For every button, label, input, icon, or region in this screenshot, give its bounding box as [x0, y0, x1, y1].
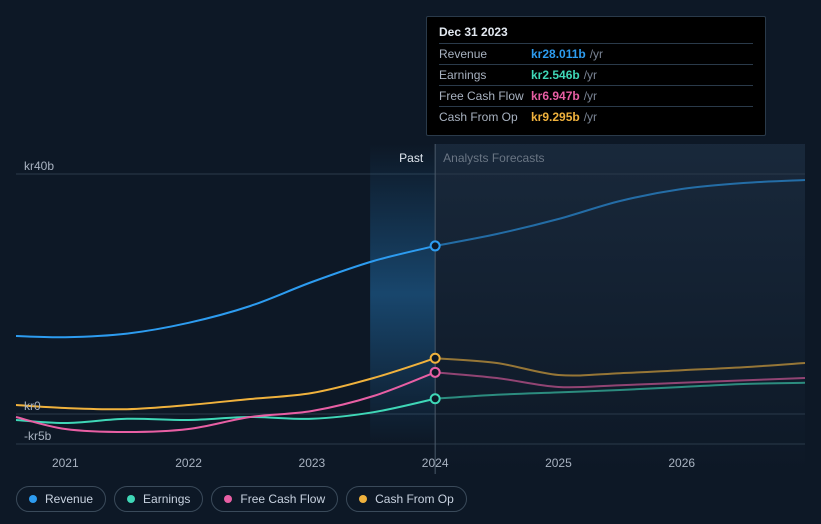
tooltip-row-unit: /yr [584, 89, 597, 103]
legend-dot-icon [224, 495, 232, 503]
x-axis-label: 2021 [52, 456, 79, 470]
legend-item-label: Revenue [45, 492, 93, 506]
tooltip-row-unit: /yr [584, 68, 597, 82]
legend-dot-icon [127, 495, 135, 503]
tooltip-row: Cash From Opkr9.295b/yr [439, 106, 753, 127]
marker-earnings [431, 394, 440, 403]
tooltip-row-value: kr9.295b [531, 110, 580, 124]
x-axis-label: 2025 [545, 456, 572, 470]
y-axis-label: kr40b [24, 159, 54, 173]
tooltip-date: Dec 31 2023 [439, 25, 753, 43]
marker-cfo [431, 354, 440, 363]
legend-dot-icon [359, 495, 367, 503]
y-axis-label: kr0 [24, 399, 41, 413]
legend-item-cfo[interactable]: Cash From Op [346, 486, 467, 512]
legend-item-label: Cash From Op [375, 492, 454, 506]
legend-item-label: Free Cash Flow [240, 492, 325, 506]
y-axis-label: -kr5b [24, 429, 51, 443]
tooltip-row-label: Cash From Op [439, 110, 531, 124]
tooltip-row-unit: /yr [584, 110, 597, 124]
past-section-label: Past [399, 151, 423, 165]
legend-item-revenue[interactable]: Revenue [16, 486, 106, 512]
marker-revenue [431, 241, 440, 250]
tooltip-row-unit: /yr [590, 47, 603, 61]
tooltip-row-label: Revenue [439, 47, 531, 61]
chart-legend: Revenue Earnings Free Cash Flow Cash From O… [16, 486, 467, 512]
chart-tooltip: Dec 31 2023 Revenuekr28.011b/yrEarningsk… [426, 16, 766, 136]
forecast-section-label: Analysts Forecasts [443, 151, 544, 165]
tooltip-row-label: Earnings [439, 68, 531, 82]
tooltip-row-value: kr6.947b [531, 89, 580, 103]
tooltip-row: Earningskr2.546b/yr [439, 64, 753, 85]
legend-item-label: Earnings [143, 492, 190, 506]
tooltip-row: Free Cash Flowkr6.947b/yr [439, 85, 753, 106]
tooltip-row-label: Free Cash Flow [439, 89, 531, 103]
marker-fcf [431, 368, 440, 377]
financial-forecast-chart: Dec 31 2023 Revenuekr28.011b/yrEarningsk… [0, 0, 821, 524]
legend-item-earnings[interactable]: Earnings [114, 486, 203, 512]
tooltip-row: Revenuekr28.011b/yr [439, 43, 753, 64]
legend-item-fcf[interactable]: Free Cash Flow [211, 486, 338, 512]
x-axis-label: 2022 [175, 456, 202, 470]
x-axis-label: 2024 [422, 456, 449, 470]
legend-dot-icon [29, 495, 37, 503]
tooltip-row-value: kr2.546b [531, 68, 580, 82]
x-axis-label: 2026 [668, 456, 695, 470]
tooltip-row-value: kr28.011b [531, 47, 586, 61]
x-axis-label: 2023 [299, 456, 326, 470]
